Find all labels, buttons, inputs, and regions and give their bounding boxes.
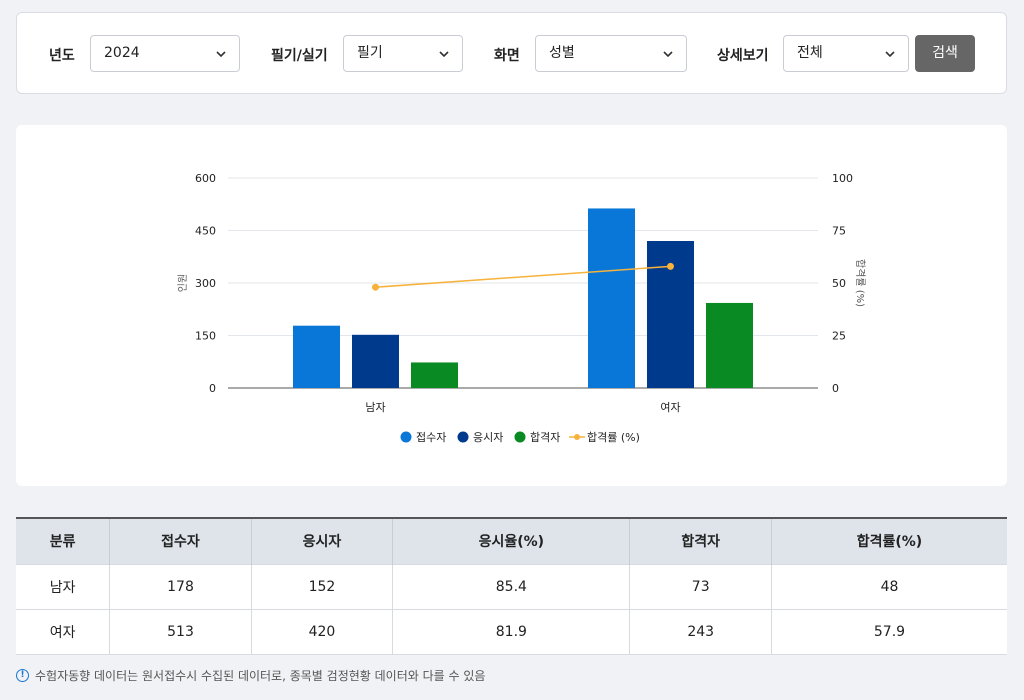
chevron-down-icon: [439, 51, 449, 58]
exam-type-select[interactable]: 필기: [343, 35, 463, 72]
y-tick-label: 150: [195, 330, 216, 343]
info-icon: !: [16, 669, 29, 682]
bar-3: [706, 302, 753, 388]
y-tick-label: 300: [195, 277, 216, 290]
exam-type-select-value: 필기: [357, 45, 383, 61]
chevron-down-icon: [663, 51, 673, 58]
y2-tick-label: 50: [832, 277, 846, 290]
table-cell: 243: [629, 608, 772, 655]
legend-label: 응시자: [473, 431, 503, 444]
detail-label: 상세보기: [717, 48, 769, 64]
table-cell: 여자: [16, 608, 110, 655]
y-tick-label: 600: [195, 172, 216, 185]
line-point: [372, 283, 379, 291]
detail-select[interactable]: 전체: [783, 35, 909, 72]
data-note: ! 수험자동향 데이터는 원서접수시 수집된 데이터로, 종목별 검정현황 데이…: [16, 667, 485, 684]
table-cell: 48: [770, 563, 1007, 610]
table-cell: 420: [250, 608, 393, 655]
table-row: 여자 513 420 81.9 243 57.9: [16, 608, 1007, 655]
table-header: 접수자: [109, 517, 252, 564]
table-cell: 남자: [16, 563, 110, 610]
detail-select-value: 전체: [797, 45, 823, 61]
x-tick-label: 여자: [660, 401, 680, 414]
chevron-down-icon: [216, 51, 226, 58]
bar-1: [293, 325, 340, 388]
bar-1: [588, 208, 635, 388]
table-cell: 513: [109, 608, 252, 655]
view-select-value: 성별: [549, 45, 575, 61]
y2-axis-label: 합격률 (%): [854, 259, 867, 307]
table-header-row: 분류 접수자 응시자 응시율(%) 합격자 합격률(%): [16, 517, 1007, 564]
view-select[interactable]: 성별: [535, 35, 687, 72]
table-header: 합격률(%): [770, 517, 1007, 564]
legend-swatch: [574, 434, 580, 440]
view-label: 화면: [494, 48, 520, 64]
table-cell: 178: [109, 563, 252, 610]
table-header: 분류: [16, 517, 110, 564]
search-filter-panel: 년도 2024 필기/실기 필기 화면 성별 상세보기 전체 검색: [16, 12, 1007, 94]
table-cell: 57.9: [770, 608, 1007, 655]
search-button[interactable]: 검색: [915, 35, 975, 72]
table-cell: 73: [629, 563, 772, 610]
line-point: [667, 262, 674, 270]
table-cell: 85.4: [392, 563, 630, 610]
table-header: 합격자: [629, 517, 772, 564]
y2-tick-label: 75: [832, 225, 846, 238]
legend-label: 합격자: [530, 431, 560, 444]
table-row: 남자 178 152 85.4 73 48: [16, 563, 1007, 610]
y2-tick-label: 0: [832, 382, 839, 395]
legend-swatch: [457, 431, 469, 443]
table-cell: 152: [250, 563, 393, 610]
y2-tick-label: 25: [832, 330, 846, 343]
x-tick-label: 남자: [365, 401, 385, 414]
note-text: 수험자동향 데이터는 원서접수시 수집된 데이터로, 종목별 검정현황 데이터와…: [35, 669, 486, 683]
y-tick-label: 450: [195, 225, 216, 238]
legend-swatch: [514, 431, 526, 443]
legend-swatch: [400, 431, 412, 443]
exam-type-label: 필기/실기: [271, 48, 328, 64]
stats-table: 분류 접수자 응시자 응시율(%) 합격자 합격률(%) 남자 178 152 …: [16, 517, 1007, 655]
line-series: [375, 265, 671, 288]
y-axis-label: 인원: [177, 274, 189, 292]
table-header: 응시율(%): [392, 517, 630, 564]
y2-tick-label: 100: [832, 172, 853, 185]
legend-label: 접수자: [416, 431, 446, 444]
table-cell: 81.9: [392, 608, 630, 655]
year-select[interactable]: 2024: [90, 35, 240, 72]
table-header: 응시자: [250, 517, 393, 564]
bar-3: [411, 362, 458, 388]
chart-panel: 0 150 300 450 600 0 25 50 75 100 인원 합격률 (%) 남자 여자 접수자 응…: [16, 125, 1007, 486]
year-select-value: 2024: [104, 45, 140, 61]
y-tick-label: 0: [209, 382, 216, 395]
chevron-down-icon: [885, 51, 895, 58]
bar-2: [352, 334, 399, 388]
legend-label: 합격률 (%): [587, 431, 640, 444]
year-label: 년도: [49, 48, 75, 64]
